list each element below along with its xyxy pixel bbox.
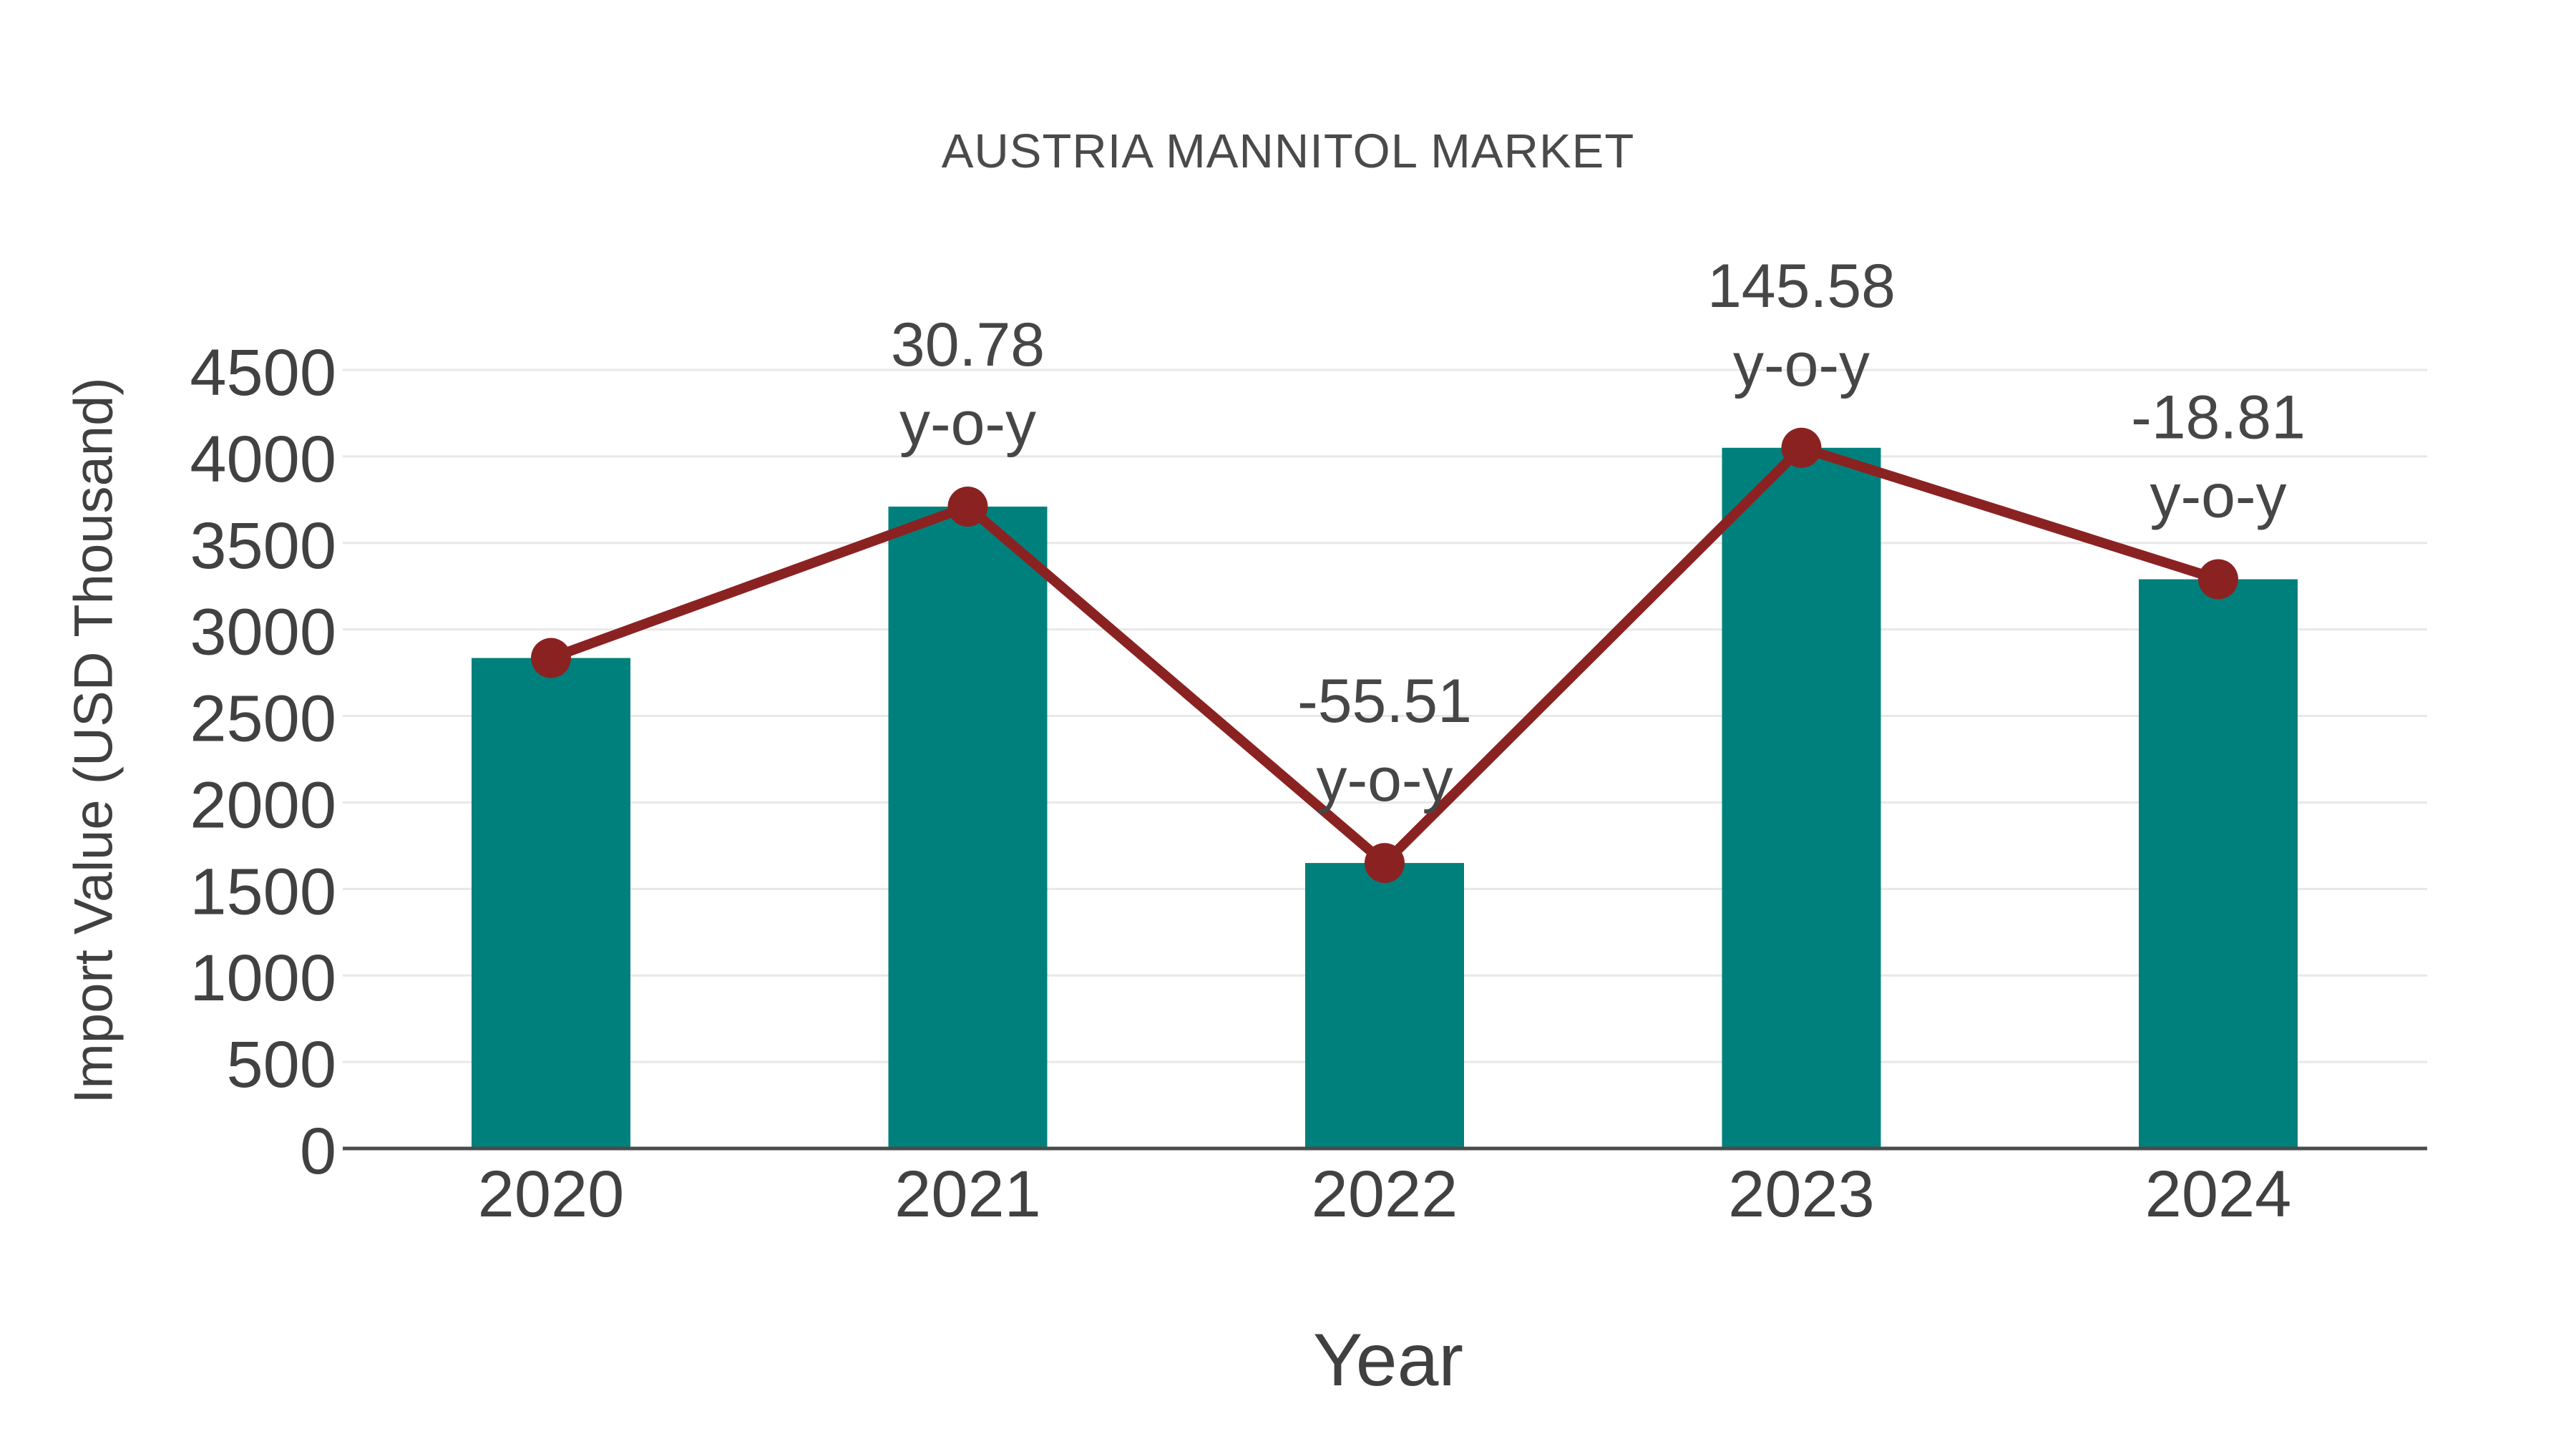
- annotation-suffix-2021: y-o-y: [899, 389, 1036, 458]
- annotation-suffix-2024: y-o-y: [2150, 462, 2286, 531]
- bar-2022: [1305, 863, 1464, 1148]
- bar-2024: [2139, 579, 2298, 1148]
- y-tick-label-2500: 2500: [190, 683, 336, 756]
- x-axis-title: Year: [1312, 1319, 1464, 1402]
- y-tick-label-3500: 3500: [190, 509, 336, 582]
- y-tick-label-1000: 1000: [190, 942, 336, 1015]
- y-tick-label-3000: 3000: [190, 596, 336, 669]
- y-tick-label-2000: 2000: [190, 769, 336, 841]
- x-tick-label-2021: 2021: [894, 1158, 1041, 1231]
- line-marker-2024: [2198, 559, 2238, 600]
- x-tick-label-2022: 2022: [1312, 1158, 1458, 1231]
- bar-2020: [472, 658, 630, 1148]
- x-tick-label-2023: 2023: [1728, 1158, 1875, 1231]
- annotation-value-2023: 145.58: [1707, 252, 1896, 321]
- y-tick-label-0: 0: [300, 1115, 336, 1188]
- bar-2023: [1722, 447, 1881, 1148]
- line-marker-2023: [1781, 427, 1822, 468]
- annotation-value-2024: -18.81: [2131, 384, 2306, 452]
- annotation-suffix-2023: y-o-y: [1733, 331, 1870, 399]
- y-tick-label-4500: 4500: [190, 336, 336, 409]
- y-tick-label-500: 500: [227, 1028, 337, 1101]
- y-tick-label-4000: 4000: [190, 423, 336, 496]
- annotation-value-2022: -55.51: [1297, 667, 1472, 736]
- bar-2021: [888, 507, 1048, 1148]
- y-tick-label-1500: 1500: [190, 855, 336, 928]
- x-tick-label-2020: 2020: [478, 1158, 625, 1231]
- line-marker-2020: [531, 638, 571, 678]
- chart-title: AUSTRIA MANNITOL MARKET: [941, 125, 1635, 178]
- line-marker-2022: [1365, 843, 1405, 884]
- annotation-suffix-2022: y-o-y: [1316, 746, 1453, 814]
- annotation-value-2021: 30.78: [891, 311, 1045, 379]
- x-tick-label-2024: 2024: [2145, 1158, 2292, 1231]
- line-marker-2021: [947, 487, 988, 527]
